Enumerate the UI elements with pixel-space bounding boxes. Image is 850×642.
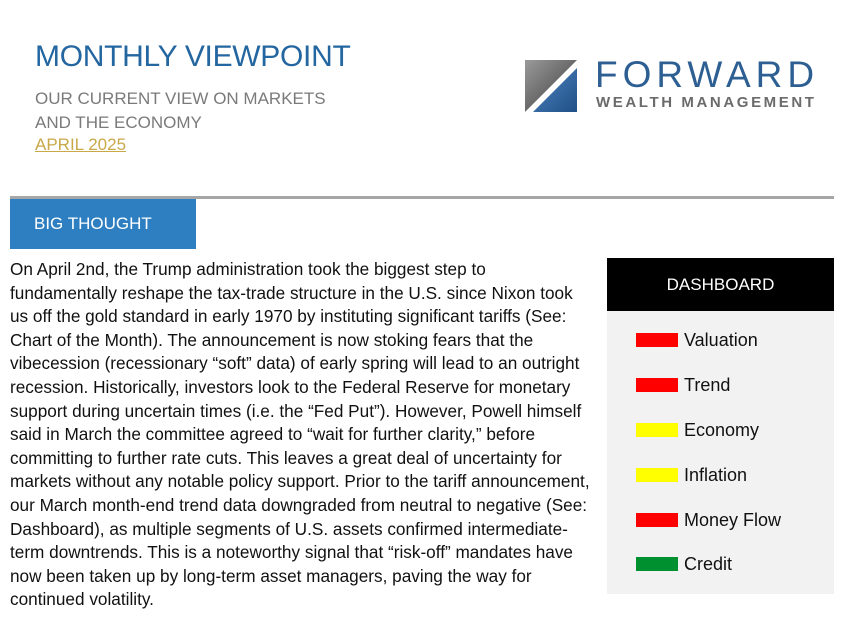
page-subtitle: OUR CURRENT VIEW ON MARKETS AND THE ECON… bbox=[35, 87, 355, 135]
logo-tagline: WEALTH MANAGEMENT bbox=[596, 94, 817, 111]
dashboard-title: DASHBOARD bbox=[607, 258, 834, 311]
dashboard-item-money-flow: Money Flow bbox=[636, 508, 781, 532]
dashboard-item-label: Trend bbox=[684, 374, 731, 395]
dashboard-item-label: Money Flow bbox=[684, 509, 782, 530]
page-title: MONTHLY VIEWPOINT bbox=[35, 40, 351, 73]
dashboard-item-label: Credit bbox=[684, 553, 733, 574]
dashboard-item-economy: Economy bbox=[636, 418, 759, 442]
dashboard-panel: DASHBOARD Valuation Trend Economy Inflat… bbox=[607, 258, 834, 594]
status-swatch bbox=[636, 378, 678, 392]
dashboard-item-label: Economy bbox=[684, 419, 760, 440]
issue-date: APRIL 2025 bbox=[35, 135, 127, 154]
dashboard-item-trend: Trend bbox=[636, 373, 730, 397]
dashboard-item-label: Valuation bbox=[684, 329, 758, 350]
logo-mark-icon bbox=[525, 60, 577, 112]
status-swatch bbox=[636, 557, 678, 571]
status-swatch bbox=[636, 423, 678, 437]
section-header-big-thought: BIG THOUGHT bbox=[10, 199, 196, 249]
section-divider bbox=[10, 196, 834, 199]
dashboard-item-inflation: Inflation bbox=[636, 463, 747, 487]
dashboard-item-valuation: Valuation bbox=[636, 328, 758, 352]
dashboard-item-credit: Credit bbox=[636, 552, 732, 576]
subtitle-line-1: OUR CURRENT VIEW ON MARKETS bbox=[35, 89, 326, 108]
logo-name: FORWARD bbox=[595, 54, 820, 95]
subtitle-line-2: AND THE ECONOMY bbox=[35, 113, 202, 132]
status-swatch bbox=[636, 468, 678, 482]
dashboard-item-label: Inflation bbox=[684, 464, 748, 485]
company-logo: FORWARD WEALTH MANAGEMENT bbox=[525, 54, 840, 115]
article-body: On April 2nd, the Trump administration t… bbox=[10, 259, 590, 610]
status-swatch bbox=[636, 333, 678, 347]
status-swatch bbox=[636, 513, 678, 527]
